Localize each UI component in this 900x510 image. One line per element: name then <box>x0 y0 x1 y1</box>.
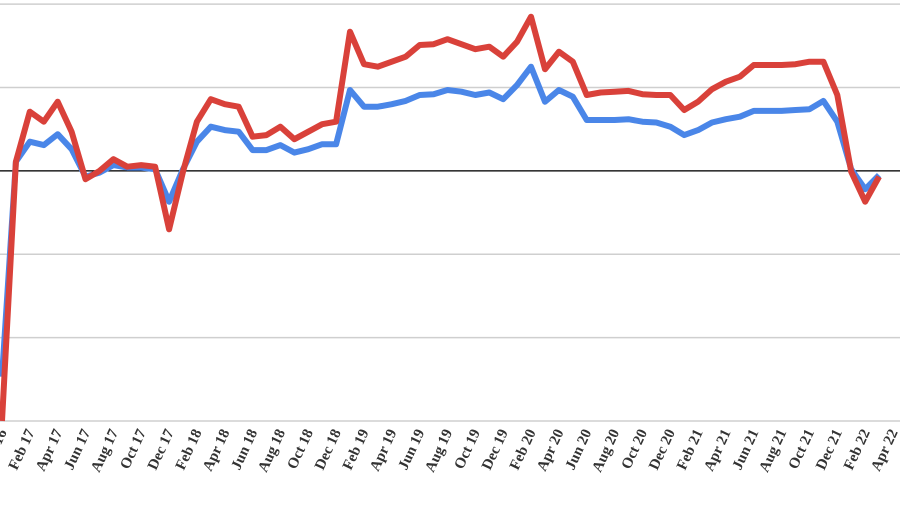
series-line <box>0 13 882 422</box>
series-line <box>0 63 882 377</box>
